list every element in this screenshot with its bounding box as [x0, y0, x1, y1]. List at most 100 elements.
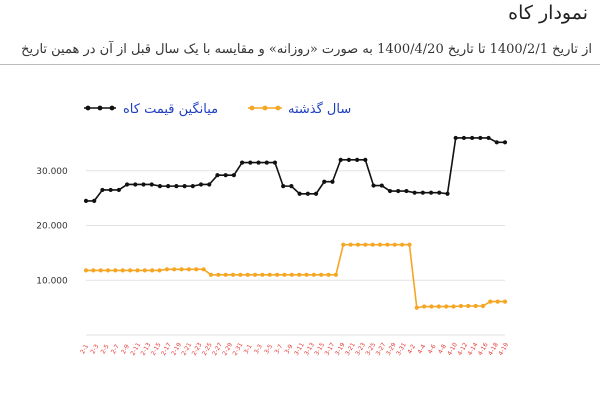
data-point	[157, 184, 163, 189]
y-axis-ticks: 10.000 20.000 30.000	[36, 167, 68, 286]
page-subtitle: از تاریخ 1400/2/1 تا تاریخ 1400/4/20 به …	[21, 42, 592, 57]
data-point	[231, 173, 236, 178]
data-point	[275, 272, 280, 277]
data-point	[128, 268, 133, 273]
data-point	[444, 304, 449, 309]
data-point	[355, 157, 360, 162]
data-point	[164, 267, 169, 272]
data-point	[338, 157, 343, 162]
data-point	[330, 179, 335, 184]
data-point	[436, 304, 441, 309]
legend-swatch-marker	[249, 105, 255, 111]
data-point	[207, 182, 212, 187]
x-tick-label: 4-4	[416, 343, 427, 355]
data-point	[245, 272, 250, 277]
series-line-0	[86, 137, 505, 202]
data-point	[83, 198, 89, 203]
data-point	[387, 188, 393, 194]
data-point	[429, 304, 434, 309]
series-line-1	[86, 243, 505, 309]
data-point	[437, 190, 442, 195]
data-point	[182, 184, 187, 189]
data-point	[252, 272, 258, 277]
data-point	[289, 184, 294, 189]
data-point	[451, 304, 456, 309]
data-point	[313, 191, 319, 196]
legend-label: میانگین قیمت کاه	[123, 101, 218, 117]
data-point	[260, 272, 265, 277]
x-tick-label: 3-1	[243, 343, 254, 355]
data-point	[326, 272, 331, 277]
legend-swatch-marker	[109, 105, 115, 111]
data-point	[174, 184, 179, 189]
data-point	[422, 304, 427, 309]
y-tick-label: 30.000	[36, 167, 68, 177]
data-point	[371, 183, 376, 188]
x-tick-label: 4-6	[427, 343, 438, 355]
data-point	[116, 187, 121, 193]
data-point	[179, 267, 184, 272]
data-point	[396, 188, 401, 194]
data-point	[311, 272, 316, 277]
data-point	[83, 268, 89, 273]
data-point	[363, 242, 368, 247]
data-point	[215, 173, 220, 178]
data-point	[370, 242, 375, 247]
data-point	[355, 242, 361, 247]
data-point	[141, 182, 146, 187]
data-point	[297, 272, 302, 277]
data-point	[172, 267, 177, 272]
legend-swatch-marker	[97, 105, 103, 111]
data-point	[190, 184, 195, 189]
data-point	[319, 272, 324, 277]
legend-label: سال گذشته	[288, 101, 351, 117]
data-point	[267, 272, 272, 277]
data-point	[91, 268, 96, 273]
separator	[0, 64, 600, 65]
data-point	[399, 242, 405, 247]
data-point	[379, 183, 384, 188]
legend-swatch-marker	[85, 105, 91, 111]
data-point	[133, 182, 138, 187]
y-tick-label: 20.000	[36, 222, 68, 232]
data-point	[120, 268, 125, 273]
data-point	[239, 160, 245, 165]
data-point	[341, 242, 346, 247]
x-tick-label: 3-7	[273, 343, 284, 355]
data-point	[495, 299, 500, 304]
data-point	[461, 135, 467, 141]
data-point	[458, 303, 463, 309]
data-point	[186, 267, 192, 272]
legend-swatch-marker	[262, 105, 268, 111]
data-point	[230, 272, 236, 277]
x-tick-label: 2-1	[79, 343, 90, 355]
page-title: نمودار کاه	[508, 2, 588, 24]
x-tick-label: 3-3	[253, 343, 264, 355]
x-tick-label: 2-5	[100, 343, 111, 355]
data-point	[428, 190, 434, 195]
data-point	[150, 268, 155, 273]
data-point	[486, 135, 491, 141]
x-tick-label: 3-5	[263, 343, 274, 355]
legend: میانگین قیمت کاه سال گذشته	[84, 101, 351, 117]
data-point	[488, 299, 493, 304]
x-tick-label: 2-3	[89, 343, 100, 355]
data-point	[194, 267, 199, 272]
data-point	[264, 160, 269, 165]
data-point	[223, 173, 228, 178]
x-tick-label: 2-7	[110, 343, 121, 355]
data-point	[113, 268, 118, 273]
data-point	[142, 268, 147, 273]
data-point	[404, 188, 409, 194]
data-point	[297, 191, 302, 196]
data-point	[208, 272, 214, 277]
data-point	[470, 135, 475, 141]
x-tick-label: 4-8	[437, 343, 448, 355]
data-point	[466, 303, 471, 309]
data-point	[412, 190, 417, 195]
data-point	[256, 160, 261, 165]
data-point	[108, 187, 113, 193]
data-point	[248, 160, 253, 165]
data-point	[281, 184, 286, 189]
data-point	[166, 184, 171, 189]
